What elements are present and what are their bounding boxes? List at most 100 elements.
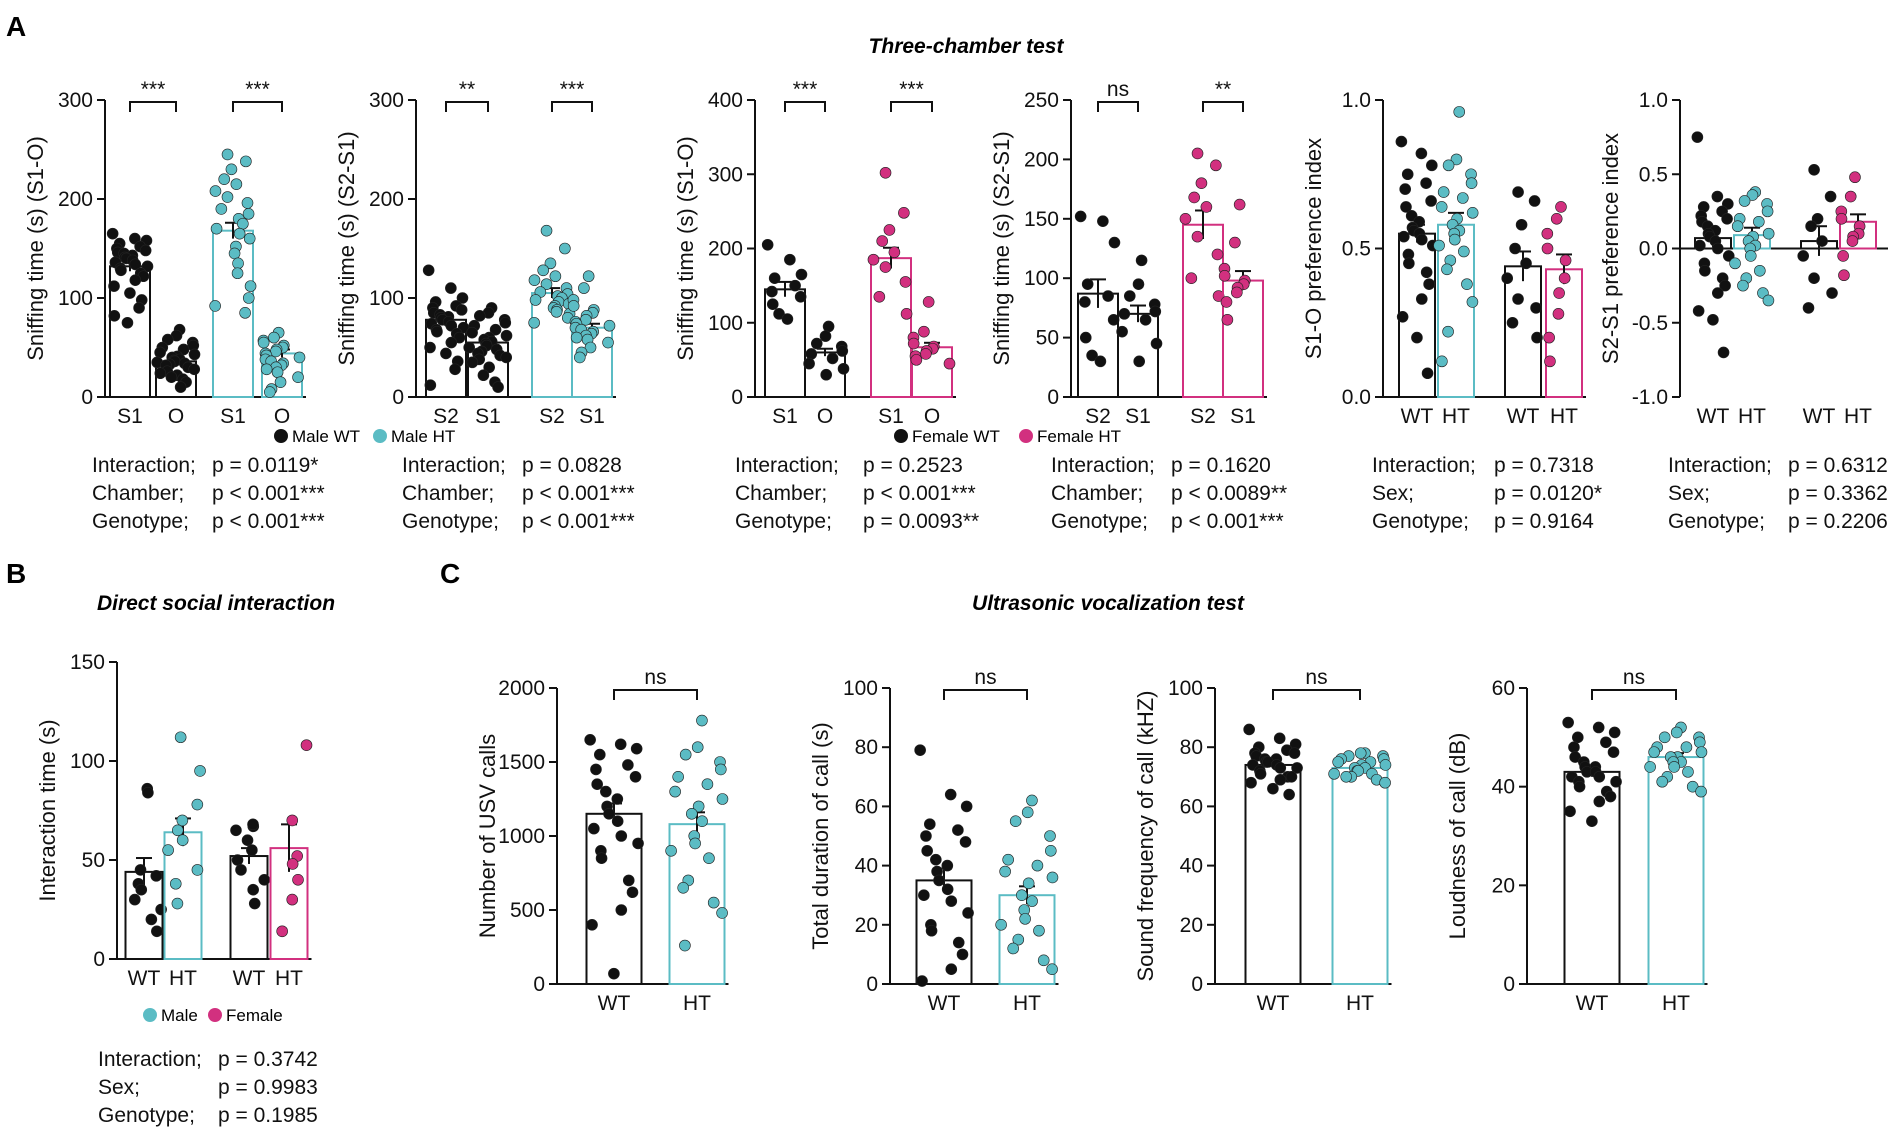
y-axis-label: S1-O preference index (1301, 138, 1326, 359)
data-point (165, 371, 178, 384)
data-point (1808, 272, 1820, 285)
legend-female-wt-label: Female WT (912, 427, 1000, 446)
stats-label: Genotype; (1668, 510, 1765, 533)
data-point (910, 354, 923, 366)
data-point (1423, 278, 1435, 290)
y-tick-label: 20 (1492, 874, 1515, 897)
data-point (918, 889, 930, 902)
data-point (1699, 264, 1711, 277)
data-point (1132, 278, 1145, 290)
legend-female-ht-marker (1019, 429, 1033, 443)
y-tick-label: 100 (70, 750, 105, 773)
data-point (1604, 790, 1617, 803)
data-point (106, 227, 119, 240)
data-point (1453, 106, 1466, 118)
data-point (1033, 924, 1045, 937)
data-point (1012, 933, 1025, 946)
data-point (1200, 201, 1213, 213)
legend-male-ht-label: Male HT (391, 427, 455, 446)
data-point (1811, 213, 1824, 225)
data-point (1762, 294, 1775, 307)
stats-row: Genotype; p = 0.1985 (98, 1102, 318, 1130)
y-tick-label: 300 (708, 163, 743, 186)
data-point (820, 368, 832, 381)
x-tick-label: O (924, 405, 940, 428)
stats-value: p = 0.2206 (1788, 510, 1888, 533)
data-point (171, 824, 184, 837)
data-point (944, 788, 957, 801)
stats-row: Interaction; p = 0.7318 (1372, 452, 1602, 480)
data-point (422, 264, 435, 277)
stats-row: Sex; p = 0.9983 (98, 1074, 318, 1102)
stats-label: Interaction; (735, 454, 839, 477)
y-axis-label: Sound frequency of call (kHZ) (1133, 690, 1158, 981)
data-point (1568, 741, 1580, 754)
data-point (449, 363, 461, 376)
y-axis-label: Total duration of call (s) (808, 722, 833, 949)
legend-male-wt-marker (274, 429, 288, 443)
data-point (150, 870, 163, 882)
legend-female-ht-label: Female HT (1037, 427, 1121, 446)
data-point (1610, 775, 1622, 788)
data-point (129, 274, 142, 286)
y-tick-label: 40 (855, 855, 878, 878)
data-point (1283, 788, 1295, 801)
data-point (715, 763, 727, 776)
data-point (1274, 762, 1287, 774)
data-point (1562, 716, 1574, 729)
legend-sex-female-marker (208, 1008, 222, 1022)
data-point (218, 173, 230, 185)
x-tick-label: WT (233, 967, 266, 990)
data-point (773, 308, 785, 320)
data-point (611, 793, 624, 805)
data-point (225, 163, 238, 176)
data-point (445, 319, 458, 332)
data-point (529, 294, 542, 306)
x-tick-label: S1 (475, 405, 501, 428)
x-tick-label: S1 (772, 405, 798, 428)
data-point (943, 357, 956, 370)
x-tick-label: WT (1257, 992, 1290, 1015)
y-axis-label: Sniffing time (s) (S2-S1) (334, 131, 359, 365)
significance-bracket (943, 689, 1028, 700)
stats-label: Genotype; (402, 510, 499, 533)
stats-label: Interaction; (402, 454, 506, 477)
data-point (1592, 721, 1605, 734)
data-point (679, 748, 692, 761)
x-tick-label: WT (1576, 992, 1609, 1015)
data-point (292, 873, 304, 886)
data-point (233, 227, 246, 240)
x-tick-label: HT (275, 967, 303, 990)
data-point (1808, 163, 1820, 176)
data-point (209, 185, 222, 197)
y-tick-label: 0 (392, 386, 404, 409)
data-point (669, 785, 681, 798)
data-point (133, 302, 145, 314)
data-point (1466, 296, 1479, 308)
stats-row: Interaction; p = 0.6312 (1668, 452, 1888, 480)
stats-a1: Interaction; p = 0.0119* Chamber; p < 0.001… (92, 452, 325, 536)
data-point (899, 276, 912, 288)
chart-a5: 0.0 0.5 1.0 S1-O preference index WT HT WT HT (1301, 89, 1586, 428)
data-point (445, 282, 457, 294)
data-point (1458, 245, 1470, 258)
data-point (615, 830, 628, 842)
x-tick-label: HT (169, 967, 197, 990)
data-point (1218, 270, 1231, 282)
data-point (499, 316, 512, 329)
y-axis-label: S2-S1 preference index (1598, 133, 1623, 364)
data-point (766, 285, 778, 298)
data-point (1031, 859, 1044, 872)
data-point (431, 325, 443, 338)
stats-row: Sex; p = 0.3362 (1668, 480, 1888, 508)
data-point (898, 207, 910, 219)
stats-value: p < 0.001*** (522, 482, 635, 505)
significance-bracket (1202, 101, 1244, 112)
data-point (933, 874, 945, 887)
stats-label: Chamber; (92, 482, 185, 505)
data-point (1711, 242, 1724, 255)
data-point (1437, 186, 1450, 198)
y-tick-label: 2000 (498, 677, 545, 700)
x-tick-label: WT (1401, 405, 1434, 428)
data-point (1805, 220, 1817, 233)
